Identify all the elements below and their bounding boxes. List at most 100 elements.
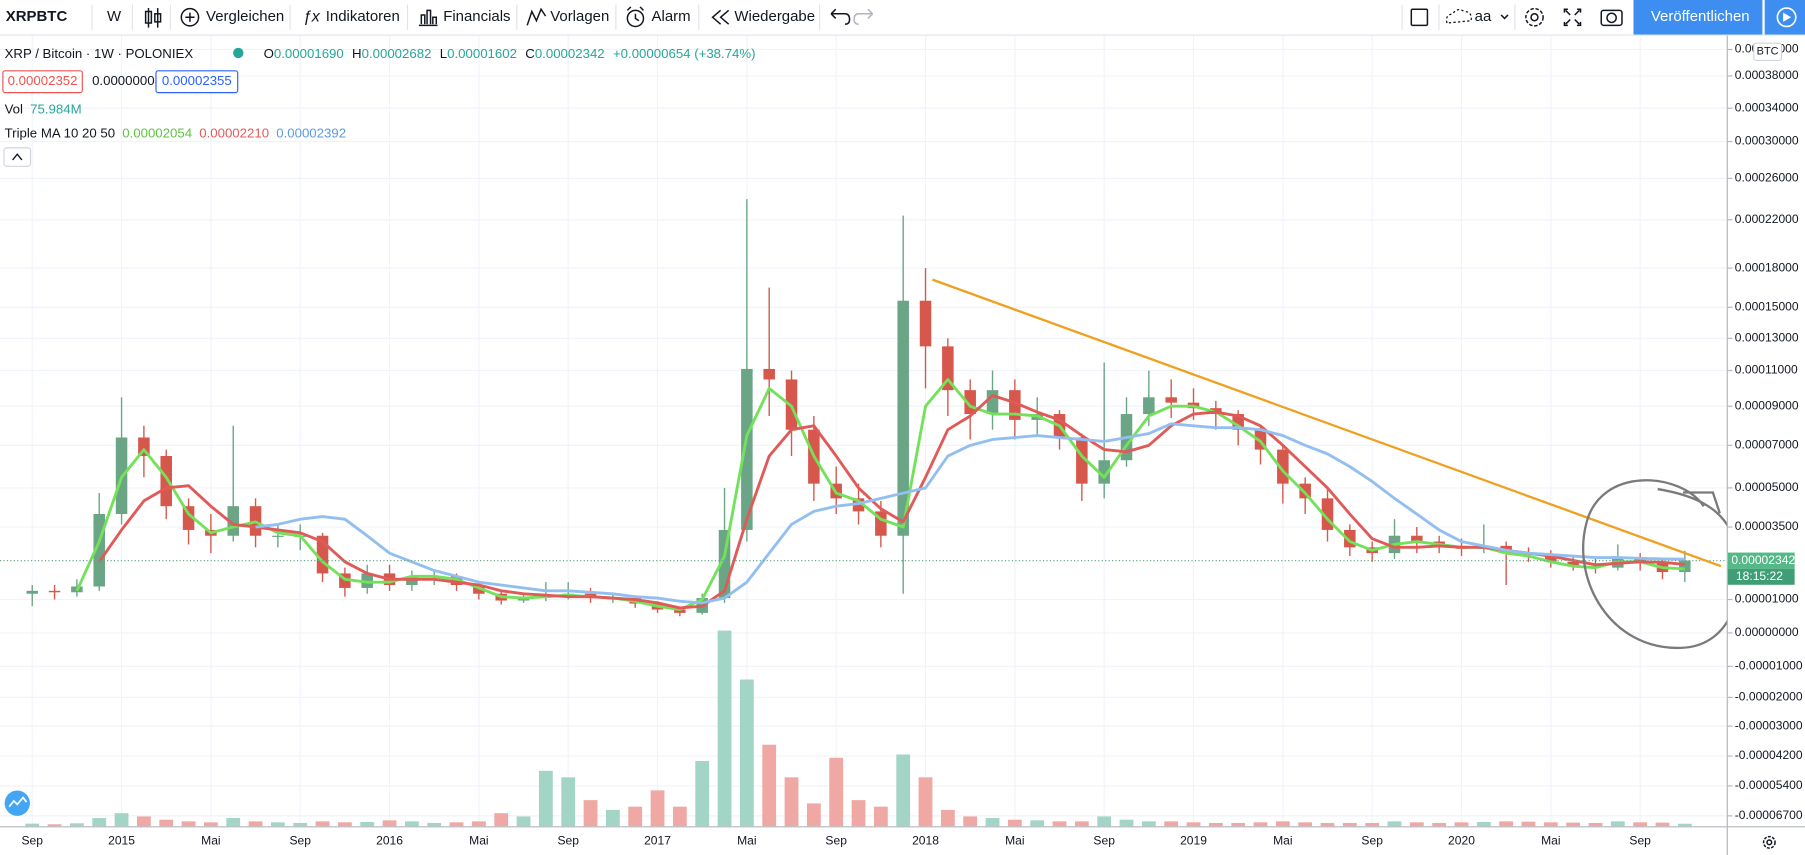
alarm-label[interactable]: Alarm — [652, 8, 691, 25]
x-tick-label: Sep — [1361, 833, 1383, 847]
settings-button[interactable] — [1525, 7, 1544, 27]
y-tick-label: 0.00038000 — [1735, 68, 1799, 82]
publish-button[interactable] — [1633, 0, 1763, 35]
moving-average-line — [75, 378, 1685, 611]
ask[interactable]: 0.00002355 — [162, 73, 232, 88]
ask-box[interactable] — [155, 70, 239, 94]
indicators-label[interactable]: Indikatoren — [326, 8, 400, 25]
trend-line[interactable] — [932, 278, 1722, 568]
candle-body — [1098, 460, 1110, 484]
alarm-icon[interactable] — [626, 6, 645, 28]
volume-bar — [159, 819, 174, 827]
font-label[interactable]: aa — [1475, 8, 1492, 25]
replay-label[interactable]: Wiedergabe — [734, 8, 815, 25]
currency-box[interactable] — [1753, 42, 1782, 61]
candle-body — [1411, 535, 1423, 542]
volume-bar — [427, 822, 442, 827]
x-tick-label: 2015 — [108, 833, 135, 847]
play-triangle — [1783, 12, 1792, 22]
volume-bar — [1052, 821, 1067, 827]
bid[interactable]: 0.00002352 — [8, 73, 78, 88]
financials-label[interactable]: Financials — [443, 8, 510, 25]
y-tick-label: 0.00011000 — [1735, 363, 1798, 377]
volume-bar — [270, 822, 285, 827]
ma-value: 0.00002054 — [122, 125, 192, 140]
y-tick-label: -0.00005400 — [1735, 778, 1803, 792]
dropdown[interactable] — [1500, 14, 1509, 20]
volume-bar — [583, 800, 598, 827]
play-icon[interactable] — [1776, 7, 1797, 28]
time-axis-settings[interactable] — [1762, 835, 1776, 849]
publish-label[interactable]: Veröffentlichen — [1651, 8, 1750, 25]
volume-bar — [739, 679, 754, 827]
volume-bar — [25, 823, 40, 827]
cloud-icon[interactable] — [1445, 9, 1472, 24]
volume-bar — [360, 821, 375, 827]
volume-bar — [516, 816, 531, 827]
countdown: 18:15:22 — [1736, 569, 1783, 583]
hand-drawn-stroke[interactable] — [1682, 491, 1721, 514]
legend-row: XRP / Bitcoin · 1W · POLONIEX — [5, 46, 194, 61]
candle-body — [26, 590, 38, 594]
volume-bar — [1476, 821, 1491, 827]
interval[interactable]: W — [107, 8, 122, 25]
chart-style-button[interactable] — [144, 8, 162, 28]
candle-body — [919, 300, 932, 347]
candle-body — [674, 609, 686, 613]
y-tick-label: 0.00000000 — [1735, 625, 1799, 639]
volume-bar — [1186, 822, 1201, 827]
price-axis — [1727, 35, 1805, 828]
collapse-legend-button[interactable] — [3, 147, 32, 167]
volume-bar — [762, 744, 777, 827]
candle-body — [1679, 560, 1691, 572]
candle-body — [1277, 449, 1289, 484]
financials-icon[interactable] — [419, 9, 438, 27]
volume-bar — [315, 821, 330, 827]
volume-bar — [1588, 822, 1603, 827]
y-tick-label: -0.00004200 — [1735, 748, 1803, 762]
moving-average-line — [255, 422, 1685, 605]
volume-bar — [985, 818, 1000, 827]
volume-bar — [1231, 822, 1246, 827]
snapshot-button[interactable] — [1600, 9, 1623, 27]
candle-body — [361, 573, 373, 588]
bid-box[interactable] — [2, 70, 83, 94]
volume-bar — [918, 777, 933, 827]
templates-label[interactable]: Vorlagen — [550, 8, 609, 25]
l-label: L — [440, 46, 447, 61]
volume-bar — [1610, 821, 1625, 827]
volume-value: 75.984M — [30, 101, 81, 116]
replay-icon[interactable] — [711, 9, 730, 25]
volume-bar — [695, 761, 710, 827]
volume-bar — [1320, 822, 1335, 827]
candle-body — [1009, 390, 1021, 420]
c-label: C — [525, 46, 535, 61]
y-tick-label: 0.00003500 — [1735, 519, 1799, 533]
volume-bar — [1298, 822, 1313, 827]
symbol[interactable]: XRPBTC — [6, 8, 68, 25]
fullscreen-button[interactable] — [1563, 8, 1582, 27]
moving-average-line — [98, 394, 1685, 610]
volume-label: Vol — [5, 101, 23, 116]
axis-labels: 0.000400000.000380000.000340000.00030000… — [21, 42, 1802, 848]
templates-icon[interactable] — [526, 7, 547, 26]
candle-body — [227, 506, 239, 536]
layout-button[interactable] — [1410, 8, 1429, 27]
compare-button[interactable] — [180, 7, 200, 27]
y-tick-label: 0.00026000 — [1735, 171, 1799, 185]
y-tick-label: 0.00007000 — [1735, 438, 1799, 452]
volume-bar — [561, 777, 576, 827]
x-tick-label: Sep — [289, 833, 311, 847]
volume-bar — [1074, 821, 1089, 827]
fx-icon[interactable]: ƒx — [303, 8, 321, 26]
y-tick-label: 0.00009000 — [1735, 398, 1799, 412]
candle-body — [718, 529, 731, 599]
volume-bar — [1499, 821, 1514, 827]
y-tick-label: 0.00018000 — [1735, 260, 1799, 274]
compare-label[interactable]: Vergleichen — [206, 8, 284, 25]
undo-button[interactable] — [830, 8, 851, 25]
redo-button[interactable] — [853, 8, 874, 25]
candle-body — [272, 535, 284, 537]
y-tick-label: 0.00022000 — [1735, 212, 1799, 226]
volume-bar — [940, 809, 955, 827]
